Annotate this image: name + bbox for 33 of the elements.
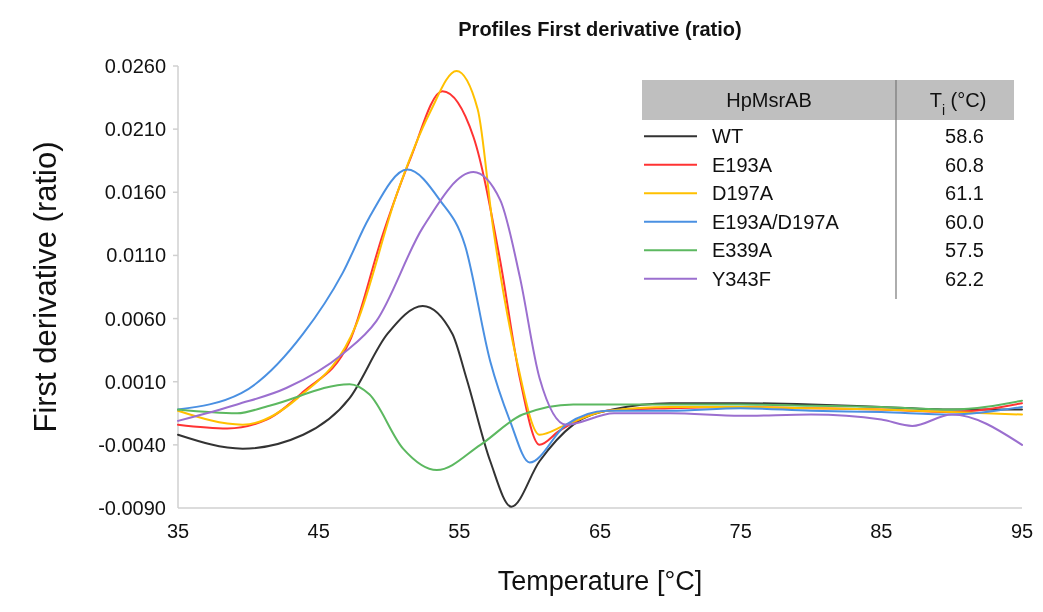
chart-title: Profiles First derivative (ratio) xyxy=(458,18,742,40)
x-tick-label: 75 xyxy=(729,520,752,542)
legend-label: Y343F xyxy=(712,267,771,290)
y-tick-label: 0.0160 xyxy=(104,181,166,204)
annotation: 60.0 xyxy=(945,210,984,233)
y-tick-label: -0.0090 xyxy=(98,497,166,519)
y-tick-label: -0.0040 xyxy=(98,433,166,456)
y-tick-label: 0.0010 xyxy=(104,370,166,393)
x-tick-label: 95 xyxy=(1010,520,1034,542)
legend-label: D197A xyxy=(712,182,774,205)
legend-title: HpMsrAB xyxy=(726,89,812,111)
legend-label: E339A xyxy=(712,239,773,262)
x-tick-label: 85 xyxy=(870,520,893,542)
x-tick-label: 55 xyxy=(448,520,471,542)
x-axis-title: Temperature [°C] xyxy=(497,566,703,596)
annotation: 58.6 xyxy=(945,125,984,148)
x-tick-label: 35 xyxy=(166,520,190,542)
y-tick-label: 0.0060 xyxy=(104,307,166,330)
y-tick-label: 0.0110 xyxy=(106,244,166,267)
annotation: T$_{i}$ (°C) xyxy=(929,89,987,118)
y-tick-label: 0.0210 xyxy=(104,118,166,141)
x-tick-label: 65 xyxy=(588,520,612,542)
annotation: 60.8 xyxy=(945,153,984,176)
annotation: 61.1 xyxy=(945,182,984,205)
y-tick-label: 0.0260 xyxy=(104,55,166,77)
legend-label: WT xyxy=(712,125,744,148)
annotation: 62.2 xyxy=(945,267,984,290)
x-tick-label: 45 xyxy=(307,520,330,542)
annotation: 57.5 xyxy=(945,239,984,262)
legend-label: E193A xyxy=(712,153,773,176)
legend-label: E193A/D197A xyxy=(712,210,840,233)
line-series xyxy=(177,383,1023,472)
y-axis-title: First derivative (ratio) xyxy=(28,141,63,433)
